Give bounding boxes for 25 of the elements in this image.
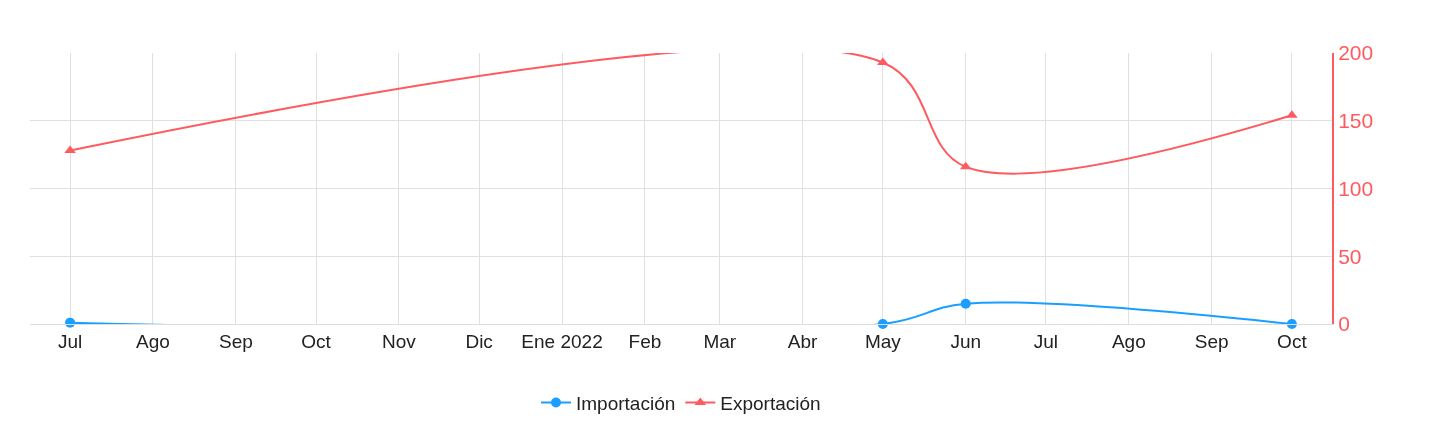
x-tick-label: Jul	[57, 330, 83, 352]
x-tick-label: Sep	[1194, 330, 1229, 352]
x-tick-label: Ene 2022	[521, 330, 603, 352]
x-tick-label: Abr	[787, 330, 819, 352]
legend-label: Exportación	[720, 392, 821, 414]
x-tick-label: Oct	[301, 330, 332, 352]
y-tick-label: 200	[1338, 41, 1374, 65]
x-tick-label: Feb	[628, 330, 662, 352]
y-tick-label: 100	[1338, 176, 1374, 200]
y-tick-label: 150	[1338, 109, 1374, 133]
x-tick-label: May	[864, 330, 902, 352]
legend-label: Importación	[576, 392, 676, 414]
x-tick-label: Jul	[1033, 330, 1059, 352]
point	[64, 145, 76, 154]
y-tick-label: 0	[1338, 312, 1350, 336]
y-tick-label: 50	[1338, 244, 1362, 268]
x-tick-label: Oct	[1277, 330, 1308, 352]
x-tick-label: Ago	[1111, 330, 1146, 352]
x-tick-label: Sep	[218, 330, 253, 352]
x-tick-label: Nov	[382, 330, 417, 352]
point	[960, 298, 971, 309]
x-tick-label: Mar	[703, 330, 737, 352]
x-tick-label: Dic	[465, 330, 493, 352]
x-tick-label: Jun	[950, 330, 982, 352]
x-tick-label: Ago	[136, 330, 170, 352]
